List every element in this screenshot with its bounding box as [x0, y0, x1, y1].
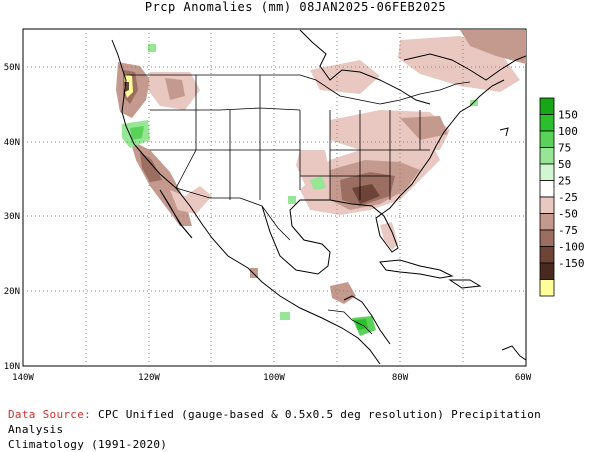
lat-tick-label: 10N	[4, 362, 20, 372]
legend-swatch	[539, 114, 555, 132]
legend-label: 100	[558, 125, 578, 138]
legend-label: 25	[558, 175, 571, 188]
climatology-text: Climatology (1991-2020)	[8, 438, 168, 451]
legend-label: 75	[558, 142, 571, 155]
coastlines	[111, 29, 526, 365]
legend-swatch	[539, 163, 555, 181]
legend-label: -150	[558, 257, 585, 270]
lon-tick-label: 60W	[515, 373, 532, 383]
legend-swatch	[539, 262, 555, 280]
legend-swatch	[539, 180, 555, 198]
legend-swatch	[539, 97, 555, 115]
political-boundaries	[124, 74, 471, 335]
legend-label: -50	[558, 208, 578, 221]
map-title: Prcp Anomalies (mm) 08JAN2025-06FEB2025	[144, 0, 447, 14]
lon-tick-label: 140W	[12, 373, 34, 383]
legend-colorbar: 150 100 75 50 25 -25 -50 -75 -100 -150	[539, 97, 585, 297]
legend-label: 50	[558, 158, 571, 171]
legend-swatch	[539, 147, 555, 165]
lat-tick-label: 20N	[4, 287, 20, 297]
source-label: Data Source:	[8, 408, 92, 421]
legend-swatch	[539, 130, 555, 148]
legend-swatch	[539, 279, 555, 297]
graticule	[23, 29, 526, 366]
legend-label: -100	[558, 241, 585, 254]
legend-label: 150	[558, 109, 578, 122]
lon-tick-label: 80W	[392, 373, 409, 383]
legend-swatch	[539, 213, 555, 231]
lat-tick-label: 30N	[4, 212, 20, 222]
legend-label: -75	[558, 224, 578, 237]
anomaly-map-figure: 50N 40N 30N 20N 10N 140W 120W 100W 80W 6…	[4, 28, 585, 383]
lon-tick-label: 120W	[138, 373, 160, 383]
latitude-labels: 50N 40N 30N 20N 10N	[4, 63, 20, 372]
lat-tick-label: 40N	[4, 138, 20, 148]
lat-tick-label: 50N	[4, 63, 20, 73]
legend-label: -25	[558, 191, 578, 204]
longitude-labels: 140W 120W 100W 80W 60W	[12, 373, 532, 383]
lon-tick-label: 100W	[263, 373, 285, 383]
legend-swatch	[539, 196, 555, 214]
legend-swatch	[539, 229, 555, 247]
source-text: CPC Unified (gauge-based & 0.5x0.5 deg r…	[8, 408, 542, 436]
legend-swatch	[539, 246, 555, 264]
footer: Data Source: CPC Unified (gauge-based & …	[8, 407, 591, 452]
